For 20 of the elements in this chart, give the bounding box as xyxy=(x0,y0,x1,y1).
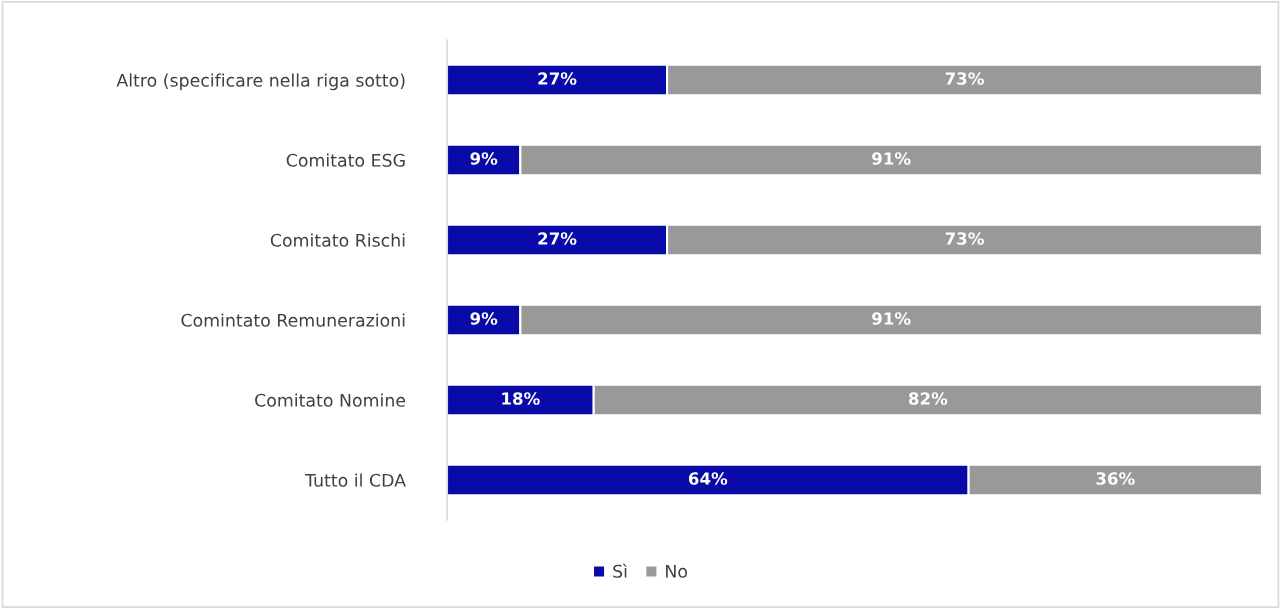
y-tick-label: Altro (specificare nella riga sotto) xyxy=(116,73,405,91)
data-label: 73% xyxy=(945,72,984,85)
data-label: 36% xyxy=(1096,472,1135,485)
y-tick-label: Tutto il CDA xyxy=(305,473,406,487)
data-label: 64% xyxy=(688,472,728,485)
data-label: 91% xyxy=(872,152,911,165)
y-tick-label: Comintato Remunerazioni xyxy=(181,313,405,327)
y-tick-label: Comitato ESG xyxy=(286,153,405,167)
data-label: 82% xyxy=(908,392,948,405)
legend-label: No xyxy=(666,564,688,578)
y-tick-label: Comitato Nomine xyxy=(255,393,406,407)
data-label: 9% xyxy=(470,152,498,165)
data-label: 91% xyxy=(872,312,911,325)
y-tick-label: Comitato Rischi xyxy=(270,233,405,247)
data-label: 27% xyxy=(538,72,577,85)
data-label: 9% xyxy=(470,312,498,325)
legend-label: Sì xyxy=(613,563,627,578)
data-label: 27% xyxy=(538,232,577,245)
data-label: 73% xyxy=(945,232,984,245)
data-label: 18% xyxy=(502,392,540,405)
